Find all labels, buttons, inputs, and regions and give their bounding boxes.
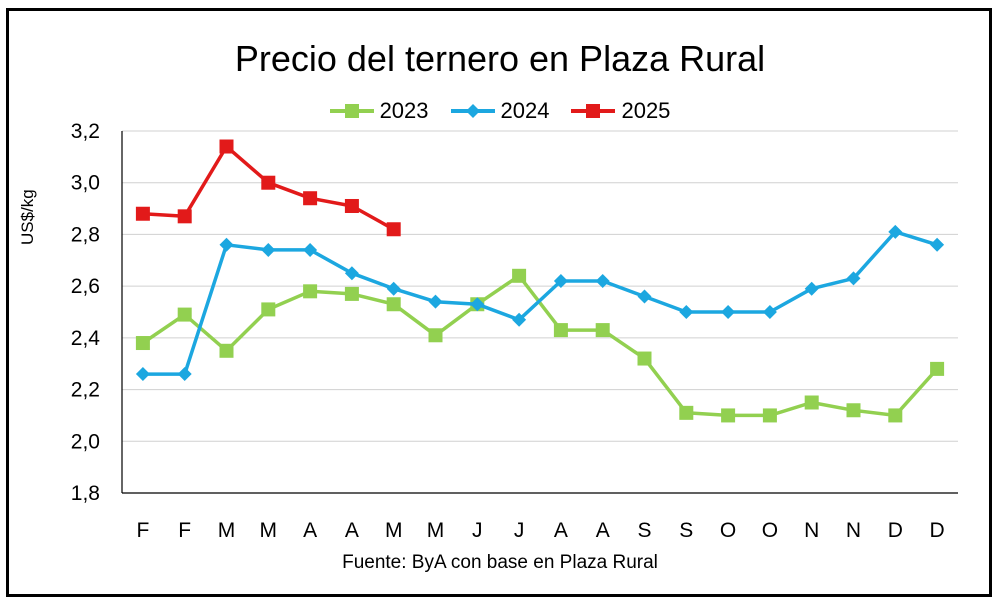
legend-marker-2024 [450, 104, 495, 118]
data-point-2023 [762, 408, 777, 423]
legend-marker-2023 [329, 104, 374, 118]
data-point-2024 [344, 266, 359, 281]
data-point-2023 [804, 395, 819, 410]
source-note: Fuente: ByA con base en Plaza Rural [342, 552, 658, 573]
data-point-2023 [846, 403, 861, 418]
legend-marker-2025 [571, 104, 616, 118]
data-point-2024 [428, 294, 443, 309]
x-tick-label: S [637, 519, 651, 542]
data-point-2023 [386, 297, 401, 312]
y-tick-label: 2,0 [71, 430, 100, 453]
data-point-2024 [135, 367, 150, 382]
legend-label-2025: 2025 [621, 98, 671, 123]
legend-label-2023: 2023 [379, 98, 429, 123]
x-tick-label: M [385, 519, 403, 542]
legend-item-2025: 2025 [571, 98, 670, 124]
data-point-2024 [386, 281, 401, 296]
data-point-2024 [846, 271, 861, 286]
x-tick-label: O [720, 519, 736, 542]
data-point-2025 [386, 222, 401, 237]
x-tick-label: N [846, 519, 861, 542]
data-point-2024 [470, 297, 485, 312]
x-tick-label: A [303, 519, 317, 542]
series-line-2024 [142, 230, 938, 376]
x-tick-label: F [178, 519, 191, 542]
y-tick-label: 2,6 [71, 275, 100, 298]
data-point-2023 [888, 408, 903, 423]
data-point-2024 [303, 242, 318, 257]
data-point-2023 [219, 343, 234, 358]
data-point-2023 [344, 286, 359, 301]
x-tick-label: O [762, 519, 778, 542]
y-tick-label: 2,2 [71, 379, 100, 402]
x-tick-label: M [218, 519, 236, 542]
legend-item-2023: 2023 [329, 98, 429, 124]
data-point-2023 [721, 408, 736, 423]
x-tick-label: N [804, 519, 819, 542]
x-tick-label: M [260, 519, 278, 542]
data-point-2024 [762, 305, 777, 319]
x-tick-label: M [427, 519, 445, 542]
data-point-2023 [303, 284, 318, 299]
chart-title: Precio del ternero en Plaza Rural [234, 38, 766, 79]
data-point-2023 [595, 323, 610, 338]
data-point-2024 [804, 281, 819, 296]
x-tick-label: J [514, 519, 525, 542]
y-tick-label: 2,8 [71, 223, 100, 246]
data-point-2024 [177, 367, 192, 382]
x-tick-label: F [136, 519, 149, 542]
data-point-2024 [721, 305, 736, 319]
x-tick-label: D [888, 519, 903, 542]
y-tick-label: 3,0 [71, 172, 100, 195]
data-point-2025 [303, 191, 318, 206]
data-point-2024 [888, 224, 903, 239]
data-point-2023 [177, 307, 192, 322]
data-point-2023 [428, 328, 443, 343]
data-point-2023 [135, 336, 150, 351]
data-point-2024 [261, 242, 276, 257]
data-point-2023 [512, 268, 527, 283]
data-point-2024 [595, 273, 610, 288]
data-point-2023 [679, 405, 694, 420]
data-point-2024 [219, 237, 234, 252]
data-point-2024 [637, 289, 652, 304]
data-point-2025 [344, 198, 359, 213]
x-tick-label: A [554, 519, 568, 542]
data-point-2023 [930, 361, 945, 376]
x-tick-label: A [345, 519, 359, 542]
x-tick-label: J [472, 519, 483, 542]
y-tick-label: 1,8 [71, 482, 100, 505]
chart-legend: 2023 2024 2025 [0, 98, 1000, 124]
data-point-2025 [135, 206, 150, 221]
y-tick-label: 2,4 [71, 327, 101, 350]
x-tick-label: A [596, 519, 610, 542]
series-line-2023 [141, 274, 939, 418]
data-point-2024 [679, 305, 694, 319]
data-point-2023 [553, 323, 568, 338]
legend-label-2024: 2024 [500, 98, 550, 123]
data-point-2025 [177, 209, 192, 224]
data-point-2024 [930, 237, 945, 252]
data-point-2025 [261, 175, 276, 190]
chart-frame [6, 8, 992, 597]
x-tick-label: S [679, 519, 693, 542]
data-point-2025 [219, 139, 234, 154]
legend-item-2024: 2024 [450, 98, 550, 124]
x-tick-label: D [930, 519, 945, 542]
data-point-2024 [512, 312, 527, 327]
data-point-2023 [261, 302, 276, 317]
y-tick-label: 3,2 [71, 120, 100, 143]
data-point-2023 [637, 351, 652, 366]
data-point-2024 [553, 273, 568, 288]
